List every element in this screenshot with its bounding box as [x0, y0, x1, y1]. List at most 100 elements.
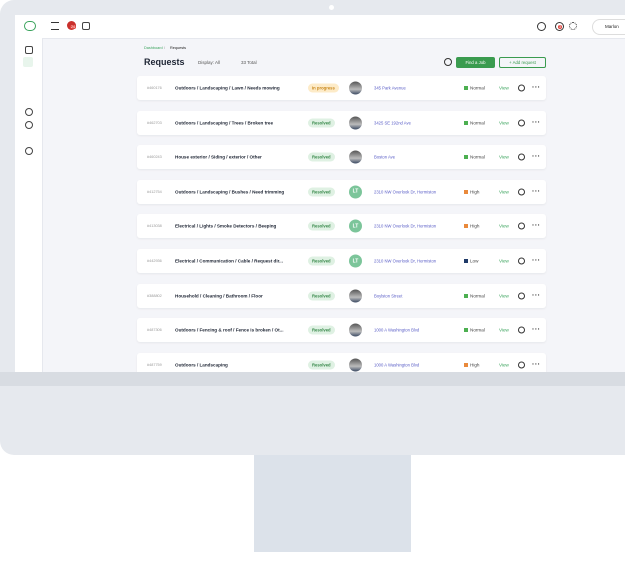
- avatar-photo: [349, 150, 362, 164]
- status-pill: Resolved: [308, 256, 335, 266]
- address-link[interactable]: 2310 NW Overlook Dr, Hermiston: [374, 223, 437, 229]
- nav-icon[interactable]: [25, 46, 33, 54]
- search-button[interactable]: [444, 58, 452, 66]
- request-row[interactable]: #487306 Outdoors / Fencing & roof / Fence…: [137, 318, 546, 343]
- more-menu[interactable]: ···: [532, 188, 541, 196]
- priority-dot: [464, 120, 468, 125]
- menu-button[interactable]: [51, 22, 59, 30]
- view-link[interactable]: View: [499, 327, 509, 333]
- request-title: Outdoors / Fencing & roof / Fence is bro…: [175, 327, 284, 333]
- chat-icon[interactable]: [518, 257, 525, 265]
- request-id: #462703: [147, 120, 162, 125]
- view-link[interactable]: View: [499, 120, 509, 126]
- request-id: #460243: [147, 155, 162, 160]
- request-id: #460176: [147, 86, 162, 90]
- request-title: Electrical / Lights / Smoke Detectors / …: [175, 223, 277, 229]
- find-job-button[interactable]: Find a Job: [456, 57, 495, 68]
- chat-icon[interactable]: [518, 188, 525, 196]
- view-link[interactable]: View: [499, 154, 509, 160]
- address-link[interactable]: 1000 A Washington Blvd: [374, 362, 420, 368]
- view-link[interactable]: View: [499, 293, 509, 299]
- status-pill: Resolved: [308, 291, 335, 301]
- request-id: #388802: [147, 293, 162, 298]
- chat-icon[interactable]: [518, 153, 525, 161]
- chat-icon[interactable]: [518, 84, 525, 92]
- status-pill: Resolved: [308, 325, 335, 335]
- request-row[interactable]: #487759 Outdoors / Landscaping Resolved 100…: [137, 352, 546, 372]
- status-pill: Resolved: [308, 152, 335, 162]
- request-row[interactable]: #460243 House exterior / Siding / exterio…: [137, 145, 546, 170]
- priority-label: High: [470, 223, 480, 229]
- request-row[interactable]: #413038 Electrical / Lights / Smoke Detec…: [137, 214, 546, 239]
- request-row[interactable]: #412754 Outdoors / Landscaping / Bushes /…: [137, 179, 546, 204]
- view-link[interactable]: View: [499, 258, 509, 264]
- more-menu[interactable]: ···: [532, 326, 541, 334]
- chat-icon[interactable]: [518, 222, 525, 230]
- avatar-photo: [349, 323, 362, 337]
- more-menu[interactable]: ···: [532, 292, 541, 300]
- view-link[interactable]: View: [499, 223, 509, 229]
- request-row[interactable]: #388802 Household / Cleaning / Bathroom /…: [137, 283, 546, 308]
- priority-label: Low: [470, 258, 479, 264]
- status-pill: In progress: [308, 83, 339, 93]
- priority-dot: [464, 259, 468, 263]
- chat-icon[interactable]: [518, 326, 525, 334]
- more-menu[interactable]: ···: [532, 119, 541, 127]
- nav-icon-active[interactable]: [23, 57, 33, 67]
- nav-icon[interactable]: [25, 108, 33, 116]
- logo[interactable]: [24, 21, 36, 31]
- avatar-initials: LT: [349, 254, 362, 268]
- request-id: #487306: [147, 328, 162, 333]
- address-link[interactable]: 345 Park Avenue: [374, 85, 406, 91]
- breadcrumb-link[interactable]: Dashboard: [144, 46, 163, 50]
- sidebar: [15, 38, 43, 372]
- top-bar: 24 3 Marlon: [15, 15, 625, 39]
- address-link[interactable]: 2310 NW Overlook Dr, Hermiston: [374, 189, 437, 195]
- more-menu[interactable]: ···: [532, 84, 541, 92]
- request-id: #412754: [147, 189, 162, 194]
- chat-icon[interactable]: [518, 361, 525, 369]
- chat-icon[interactable]: [518, 292, 525, 300]
- more-menu[interactable]: ···: [532, 361, 541, 369]
- request-row[interactable]: #462703 Outdoors / Landscaping / Trees / …: [137, 110, 546, 135]
- priority-label: High: [470, 362, 480, 368]
- camera: [329, 5, 334, 10]
- badge: 24: [70, 25, 76, 29]
- address-link[interactable]: 1000 A Washington Blvd: [374, 327, 420, 333]
- priority-label: Normal: [470, 327, 485, 333]
- more-menu[interactable]: ···: [532, 222, 541, 230]
- request-row[interactable]: #442936 Electrical / Communication / Cabl…: [137, 249, 546, 273]
- view-link[interactable]: View: [499, 85, 509, 91]
- request-title: Outdoors / Landscaping: [175, 362, 228, 368]
- priority-dot: [464, 155, 468, 160]
- priority-dot: [464, 189, 468, 194]
- more-menu[interactable]: ···: [532, 153, 541, 161]
- request-title: Outdoors / Landscaping / Trees / Broken …: [175, 120, 274, 126]
- nav-icon[interactable]: [25, 147, 33, 155]
- notification-icon[interactable]: [555, 22, 564, 31]
- view-link[interactable]: View: [499, 362, 509, 368]
- request-row[interactable]: #460176 Outdoors / Landscaping / Lawn / N…: [137, 76, 546, 100]
- user-menu[interactable]: Marlon: [592, 19, 625, 35]
- nav-icon[interactable]: [25, 121, 33, 129]
- avatar-photo: [349, 116, 362, 130]
- calendar-icon[interactable]: [82, 22, 90, 30]
- request-id: #413038: [147, 224, 162, 229]
- priority-dot: [464, 224, 468, 229]
- priority-label: Normal: [470, 85, 485, 91]
- request-title: Outdoors / Landscaping / Bushes / Need t…: [175, 189, 285, 195]
- priority-dot: [464, 293, 468, 298]
- display-filter[interactable]: Display: All: [198, 60, 221, 65]
- address-link[interactable]: 3425 SE 192nd Ave: [374, 120, 411, 126]
- settings-icon[interactable]: [569, 22, 577, 30]
- request-title: Outdoors / Landscaping / Lawn / Needs mo…: [175, 85, 280, 91]
- address-link[interactable]: Boylston Street: [374, 293, 403, 299]
- download-icon[interactable]: [537, 22, 546, 31]
- address-link[interactable]: Boston Ave: [374, 154, 396, 160]
- total-count: 33 Total: [241, 60, 257, 65]
- more-menu[interactable]: ···: [532, 257, 541, 265]
- add-request-button[interactable]: + Add request: [499, 57, 546, 68]
- address-link[interactable]: 2310 NW Overlook Dr, Hermiston: [374, 258, 437, 264]
- view-link[interactable]: View: [499, 189, 509, 195]
- chat-icon[interactable]: [518, 119, 525, 127]
